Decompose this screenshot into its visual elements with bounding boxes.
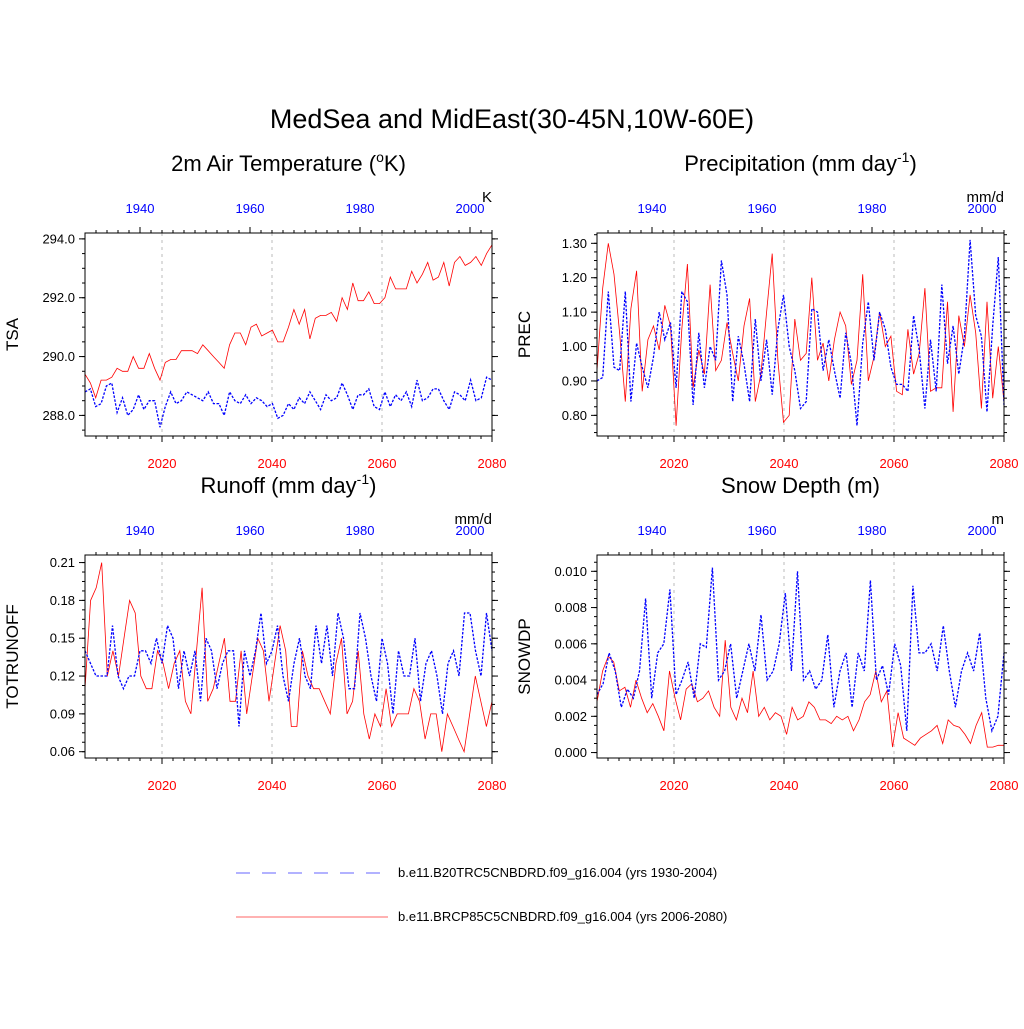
prec-ytick-label: 1.30 bbox=[562, 236, 587, 251]
runoff-frame bbox=[84, 554, 493, 759]
prec-top-tick-label: 1960 bbox=[748, 201, 777, 216]
runoff-rcp-line bbox=[84, 562, 493, 754]
prec-units: mm/d bbox=[967, 189, 1005, 206]
runoff-top-tick-label: 1960 bbox=[236, 523, 265, 538]
prec-ytick-label: 1.00 bbox=[562, 339, 587, 354]
tsa-top-tick-label: 1940 bbox=[126, 201, 155, 216]
prec-ytick-label: 1.20 bbox=[562, 270, 587, 285]
runoff-ylabel: TOTRUNOFF bbox=[3, 604, 22, 709]
snow-ytick-label: 0.010 bbox=[554, 564, 587, 579]
runoff-title-main: Runoff (mm day bbox=[201, 473, 357, 498]
panel-runoff: Runoff (mm day-1) mm/d 0.06 0.09 0.12 0.15 0.1… bbox=[3, 471, 506, 793]
snow-top-tick-label: 2000 bbox=[968, 523, 997, 538]
tsa-title-main: 2m Air Temperature ( bbox=[171, 151, 377, 176]
runoff-title-tail: ) bbox=[369, 473, 376, 498]
runoff-top-tick-label: 1980 bbox=[346, 523, 375, 538]
snow-ytick-label: 0.000 bbox=[554, 745, 587, 760]
runoff-top-tick-label: 2000 bbox=[456, 523, 485, 538]
runoff-ytick-label: 0.18 bbox=[50, 593, 75, 608]
runoff-ytick-label: 0.06 bbox=[50, 744, 75, 759]
tsa-xtick-label: 2080 bbox=[478, 456, 507, 471]
prec-frame bbox=[596, 232, 1005, 437]
tsa-title-tail: K) bbox=[384, 151, 406, 176]
snow-frame bbox=[596, 554, 1005, 759]
runoff-ytick-label: 0.21 bbox=[50, 555, 75, 570]
tsa-ylabel: TSA bbox=[3, 317, 22, 351]
figure-title: MedSea and MidEast(30-45N,10W-60E) bbox=[270, 104, 754, 134]
prec-ytick-label: 1.10 bbox=[562, 305, 587, 320]
tsa-units: K bbox=[482, 189, 492, 206]
tsa-top-tick-label: 1980 bbox=[346, 201, 375, 216]
tsa-xtick-label: 2040 bbox=[258, 456, 287, 471]
tsa-title-sup: o bbox=[376, 149, 384, 165]
tsa-rcp-line bbox=[84, 244, 493, 400]
prec-ylabel: PREC bbox=[515, 311, 534, 358]
snow-ytick-label: 0.002 bbox=[554, 709, 587, 724]
panel-tsa: 2m Air Temperature (oK) K 288.0 290.0 292.0 2… bbox=[3, 149, 506, 471]
runoff-top-tick-label: 1940 bbox=[126, 523, 155, 538]
prec-xtick-label: 2080 bbox=[990, 456, 1019, 471]
snow-ylabel: SNOWDP bbox=[515, 618, 534, 695]
tsa-ytick-label: 292.0 bbox=[42, 290, 75, 305]
panel-prec: Precipitation (mm day-1) mm/d 0.80 0.90 1.00… bbox=[515, 149, 1018, 471]
runoff-xtick-label: 2060 bbox=[368, 778, 397, 793]
runoff-ytick-label: 0.12 bbox=[50, 669, 75, 684]
prec-top-tick-label: 1980 bbox=[858, 201, 887, 216]
tsa-xtick-label: 2060 bbox=[368, 456, 397, 471]
snow-ytick-label: 0.006 bbox=[554, 636, 587, 651]
snow-ytick-label: 0.008 bbox=[554, 600, 587, 615]
snow-xtick-label: 2040 bbox=[770, 778, 799, 793]
prec-top-tick-label: 1940 bbox=[638, 201, 667, 216]
runoff-units: mm/d bbox=[455, 511, 493, 528]
tsa-ytick-label: 294.0 bbox=[42, 231, 75, 246]
snow-top-tick-label: 1980 bbox=[858, 523, 887, 538]
tsa-frame bbox=[84, 232, 493, 437]
panels: 2m Air Temperature (oK) K 288.0 290.0 292.0 2… bbox=[3, 149, 1018, 793]
snow-xtick-label: 2060 bbox=[880, 778, 909, 793]
prec-top-tick-label: 2000 bbox=[968, 201, 997, 216]
tsa-xtick-label: 2020 bbox=[148, 456, 177, 471]
snow-xtick-label: 2020 bbox=[660, 778, 689, 793]
runoff-ytick-label: 0.15 bbox=[50, 631, 75, 646]
snow-top-tick-label: 1940 bbox=[638, 523, 667, 538]
snow-units: m bbox=[992, 511, 1005, 528]
runoff-hist-line bbox=[84, 612, 493, 727]
prec-title: Precipitation (mm day-1) bbox=[684, 149, 917, 176]
tsa-ytick-label: 290.0 bbox=[42, 349, 75, 364]
snow-top-tick-label: 1960 bbox=[748, 523, 777, 538]
tsa-top-tick-label: 2000 bbox=[456, 201, 485, 216]
legend-hist-label: b.e11.B20TRC5CNBDRD.f09_g16.004 (yrs 193… bbox=[398, 865, 717, 880]
prec-ytick-label: 0.80 bbox=[562, 408, 587, 423]
snow-ytick-label: 0.004 bbox=[554, 673, 587, 688]
tsa-title: 2m Air Temperature (oK) bbox=[171, 149, 406, 176]
prec-xtick-label: 2060 bbox=[880, 456, 909, 471]
prec-rcp-line bbox=[596, 243, 1005, 426]
runoff-xtick-label: 2020 bbox=[148, 778, 177, 793]
panel-snow: Snow Depth (m) m 0.000 0.002 0.004 0.006 0.008… bbox=[515, 473, 1018, 793]
prec-title-sup: -1 bbox=[897, 149, 910, 165]
snow-xtick-label: 2080 bbox=[990, 778, 1019, 793]
prec-xtick-label: 2020 bbox=[660, 456, 689, 471]
prec-title-main: Precipitation (mm day bbox=[684, 151, 897, 176]
snow-title: Snow Depth (m) bbox=[721, 473, 880, 498]
legend-rcp-label: b.e11.BRCP85C5CNBDRD.f09_g16.004 (yrs 20… bbox=[398, 909, 727, 924]
tsa-ytick-label: 288.0 bbox=[42, 408, 75, 423]
runoff-ytick-label: 0.09 bbox=[50, 706, 75, 721]
prec-hist-line bbox=[596, 239, 1005, 426]
snow-rcp-line bbox=[596, 640, 1004, 748]
runoff-xtick-label: 2080 bbox=[478, 778, 507, 793]
prec-ytick-label: 0.90 bbox=[562, 373, 587, 388]
snow-hist-line bbox=[596, 567, 1005, 734]
runoff-title: Runoff (mm day-1) bbox=[201, 471, 377, 498]
prec-title-tail: ) bbox=[909, 151, 916, 176]
runoff-xtick-label: 2040 bbox=[258, 778, 287, 793]
runoff-title-sup: -1 bbox=[357, 471, 370, 487]
prec-xtick-label: 2040 bbox=[770, 456, 799, 471]
snow-title-main: Snow Depth (m) bbox=[721, 473, 880, 498]
tsa-hist-line bbox=[84, 376, 493, 428]
legend: b.e11.B20TRC5CNBDRD.f09_g16.004 (yrs 193… bbox=[236, 865, 727, 924]
tsa-top-tick-label: 1960 bbox=[236, 201, 265, 216]
